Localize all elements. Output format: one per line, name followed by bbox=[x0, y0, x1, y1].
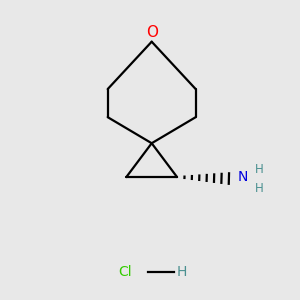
Text: H: H bbox=[255, 163, 264, 176]
Text: Cl: Cl bbox=[118, 265, 131, 279]
Text: H: H bbox=[255, 182, 264, 195]
Text: O: O bbox=[146, 25, 158, 40]
Text: N: N bbox=[238, 170, 248, 184]
Text: H: H bbox=[176, 265, 187, 279]
